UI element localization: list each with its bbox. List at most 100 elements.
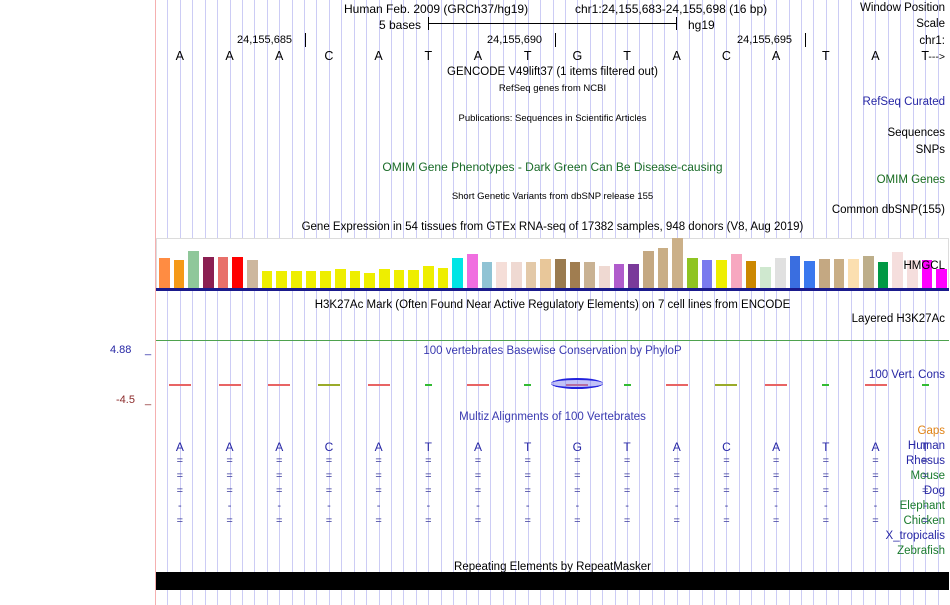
common-dbsnp-label[interactable]: Common dbSNP(155) xyxy=(831,204,945,216)
gtex-bar[interactable] xyxy=(716,260,727,288)
gtex-bar[interactable] xyxy=(467,254,478,288)
gtex-bar[interactable] xyxy=(613,264,625,288)
omim-genes-label[interactable]: OMIM Genes xyxy=(876,174,945,186)
species-label-chicken[interactable]: Chicken xyxy=(903,515,945,527)
gaps-label[interactable]: Gaps xyxy=(917,425,946,437)
cons-min-dash: _ xyxy=(145,394,152,406)
species-label-x_tropicalis[interactable]: X_tropicalis xyxy=(885,530,945,542)
multiz-gap-mark: = xyxy=(772,485,780,497)
gtex-bar[interactable] xyxy=(320,271,331,288)
gtex-bar[interactable] xyxy=(423,266,434,288)
gtex-bar[interactable] xyxy=(628,264,639,288)
snps-label[interactable]: SNPs xyxy=(915,144,945,156)
species-label-mouse[interactable]: Mouse xyxy=(910,470,945,482)
gtex-bar[interactable] xyxy=(569,262,581,288)
gtex-bar[interactable] xyxy=(789,256,801,288)
gtex-bar[interactable] xyxy=(159,258,170,288)
multiz-gap-mark: = xyxy=(673,485,680,497)
refseq-ncbi-title: RefSeq genes from NCBI xyxy=(498,83,607,94)
gtex-bar[interactable] xyxy=(775,258,786,288)
gtex-bar[interactable] xyxy=(247,260,258,288)
gtex-bar[interactable] xyxy=(203,257,214,288)
gtex-bar[interactable] xyxy=(188,251,199,288)
multiz-gap-mark: = xyxy=(524,455,531,467)
multiz-gap-mark: = xyxy=(226,515,233,527)
gtex-bar[interactable] xyxy=(525,262,537,288)
gtex-bar[interactable] xyxy=(335,269,346,288)
gtex-bar[interactable] xyxy=(599,266,610,288)
multiz-gap-mark: - xyxy=(227,500,232,512)
gtex-bar[interactable] xyxy=(760,267,771,288)
multiz-gap-mark: = xyxy=(176,470,184,482)
multiz-base: T xyxy=(921,440,929,454)
multiz-gap-mark: = xyxy=(723,485,730,497)
gtex-bar[interactable] xyxy=(555,259,566,288)
ruler-number: 24,155,690 xyxy=(487,34,543,46)
gtex-bar[interactable] xyxy=(672,238,683,288)
gtex-bar[interactable] xyxy=(848,259,859,288)
gtex-expression-bars[interactable] xyxy=(157,238,949,288)
gtex-bar[interactable] xyxy=(217,257,229,288)
species-label-zebrafish[interactable]: Zebrafish xyxy=(897,545,945,557)
gtex-bar[interactable] xyxy=(804,261,815,288)
gtex-bar[interactable] xyxy=(657,248,669,288)
gtex-bar[interactable] xyxy=(452,258,463,288)
refseq-curated-label[interactable]: RefSeq Curated xyxy=(862,96,945,108)
gtex-bar[interactable] xyxy=(819,259,830,288)
gtex-bar[interactable] xyxy=(701,260,713,288)
gtex-bar[interactable] xyxy=(496,262,507,288)
gtex-bar[interactable] xyxy=(232,257,243,288)
multiz-gap-mark: = xyxy=(623,485,631,497)
gtex-bar[interactable] xyxy=(892,252,903,288)
multiz-gap-mark: - xyxy=(674,500,679,512)
gtex-bar[interactable] xyxy=(305,271,317,288)
gtex-bar[interactable] xyxy=(481,262,493,288)
gtex-bar[interactable] xyxy=(261,271,273,288)
gtex-bar[interactable] xyxy=(364,273,375,288)
gtex-bar[interactable] xyxy=(921,260,933,288)
gtex-bar[interactable] xyxy=(833,259,845,288)
species-label-human[interactable]: Human xyxy=(907,440,945,452)
gtex-bar[interactable] xyxy=(643,251,654,288)
gtex-bar[interactable] xyxy=(276,271,287,288)
layered-h3k27ac-label[interactable]: Layered H3K27Ac xyxy=(851,313,945,325)
gtex-chart-frame xyxy=(156,238,949,290)
sequence-base: T xyxy=(424,49,433,63)
sequence-base: T xyxy=(523,49,532,63)
gtex-bar[interactable] xyxy=(291,271,302,288)
gtex-bar[interactable] xyxy=(349,271,361,288)
sequences-label[interactable]: Sequences xyxy=(887,127,945,139)
gtex-bar[interactable] xyxy=(408,270,419,288)
gtex-bar[interactable] xyxy=(173,260,185,288)
hmgcl-label[interactable]: HMGCL xyxy=(903,260,945,272)
multiz-gap-mark: = xyxy=(574,485,581,497)
gtex-bar[interactable] xyxy=(393,270,405,288)
multiz-base: T xyxy=(822,440,830,454)
gtex-bar[interactable] xyxy=(437,268,449,288)
conservation-mark xyxy=(367,384,390,386)
gtex-bar[interactable] xyxy=(584,262,595,288)
multiz-gap-mark: = xyxy=(325,455,333,467)
gtex-bar[interactable] xyxy=(745,261,757,288)
species-label-rhesus[interactable]: Rhesus xyxy=(906,455,945,467)
vert-cons-label[interactable]: 100 Vert. Cons xyxy=(868,369,945,381)
track-left-boundary xyxy=(155,0,156,605)
gtex-bar[interactable] xyxy=(687,258,698,288)
gtex-bar[interactable] xyxy=(877,262,889,288)
multiz-base: A xyxy=(374,440,383,454)
gtex-bar[interactable] xyxy=(379,269,390,288)
repeatmasker-label[interactable]: RepeatMasker xyxy=(870,575,945,587)
gtex-bar[interactable] xyxy=(731,254,742,288)
repeatmasker-feature-bar[interactable] xyxy=(156,572,949,590)
gtex-bar[interactable] xyxy=(863,256,874,288)
multiz-gap-mark: - xyxy=(178,500,182,512)
cons-min-value: -4.5 xyxy=(116,394,135,406)
gtex-bar[interactable] xyxy=(511,262,522,288)
species-label-elephant[interactable]: Elephant xyxy=(899,500,945,512)
multiz-base: G xyxy=(572,440,583,454)
gtex-bar[interactable] xyxy=(540,259,551,288)
gtex-bar[interactable] xyxy=(936,269,947,288)
gtex-bar[interactable] xyxy=(907,260,918,288)
species-label-dog[interactable]: Dog xyxy=(923,485,945,497)
